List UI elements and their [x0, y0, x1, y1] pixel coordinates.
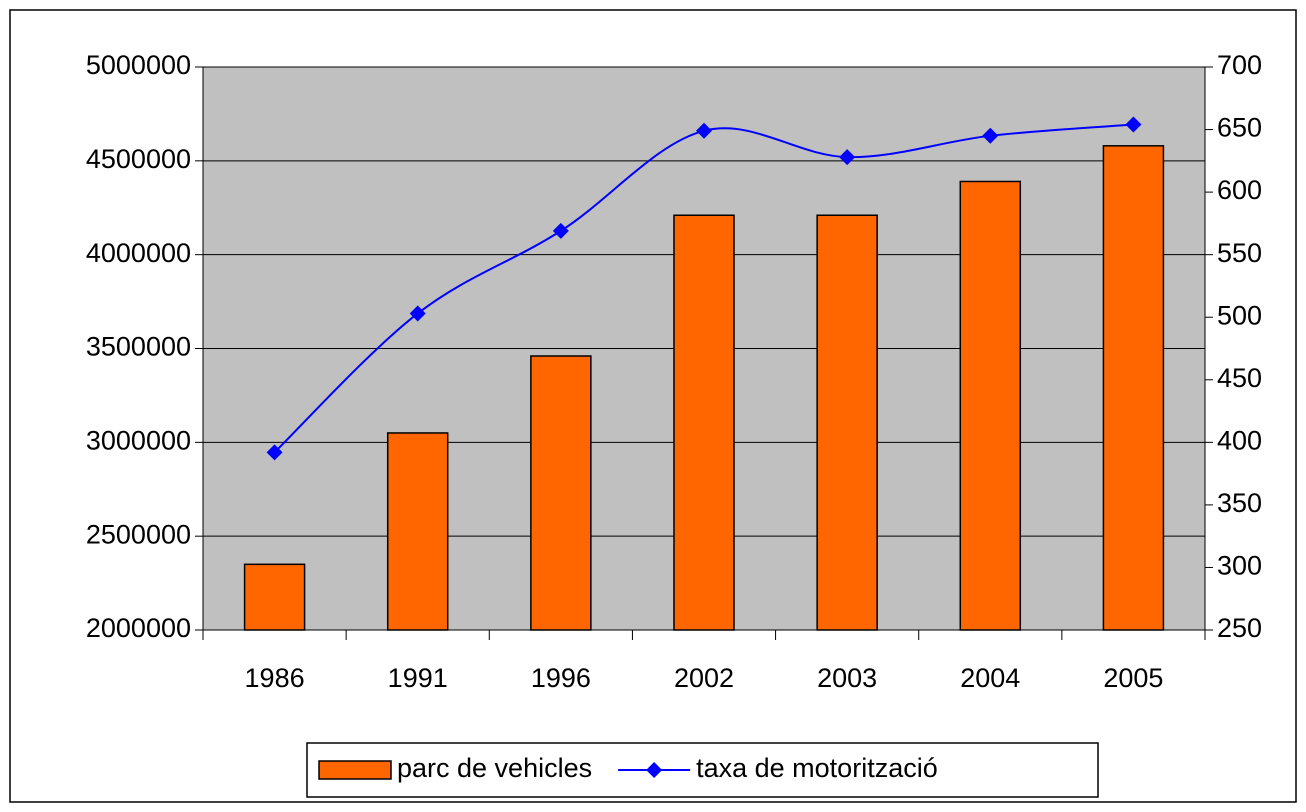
y2-tick-label: 250: [1217, 613, 1262, 643]
y2-tick-label: 700: [1217, 50, 1262, 80]
x-tick-label: 1996: [531, 663, 591, 693]
marker: [839, 149, 856, 166]
marker: [409, 305, 426, 322]
y2-tick-label: 350: [1217, 488, 1262, 518]
bar: [1102, 145, 1165, 631]
bar: [959, 180, 1022, 631]
y2-tick-label: 400: [1217, 425, 1262, 455]
y-tick-label: 5000000: [86, 50, 191, 80]
legend-swatch: [318, 760, 392, 780]
x-tick-label: 2005: [1103, 663, 1163, 693]
x-tick-label: 1991: [388, 663, 448, 693]
y2-tick-label: 300: [1217, 551, 1262, 581]
bar: [243, 563, 306, 631]
y-tick-label: 4000000: [86, 238, 191, 268]
y-tick-label: 2000000: [86, 613, 191, 643]
marker: [982, 127, 999, 144]
y-tick-label: 3500000: [86, 332, 191, 362]
legend-marker: [646, 762, 663, 778]
bar: [386, 432, 449, 631]
bar: [673, 214, 735, 631]
x-tick-label: 2002: [674, 663, 734, 693]
legend-label: parc de vehicles: [397, 753, 592, 783]
marker: [266, 444, 283, 461]
bar: [530, 355, 592, 631]
y-tick-label: 3000000: [86, 425, 191, 455]
x-tick-label: 2003: [817, 663, 877, 693]
y2-tick-label: 550: [1217, 238, 1262, 268]
y2-tick-label: 600: [1217, 175, 1262, 205]
y2-tick-label: 450: [1217, 363, 1262, 393]
x-tick-label: 2004: [960, 663, 1020, 693]
x-tick-label: 1986: [245, 663, 305, 693]
y2-tick-label: 650: [1217, 113, 1262, 143]
legend-label: taxa de motorització: [696, 753, 938, 783]
marker: [696, 122, 712, 139]
marker: [552, 222, 569, 239]
bar: [816, 214, 878, 631]
legend-box: [306, 742, 1099, 798]
y2-tick-label: 500: [1217, 300, 1262, 330]
y-tick-label: 2500000: [86, 519, 191, 549]
marker: [1125, 116, 1142, 133]
y-tick-label: 4500000: [86, 144, 191, 174]
